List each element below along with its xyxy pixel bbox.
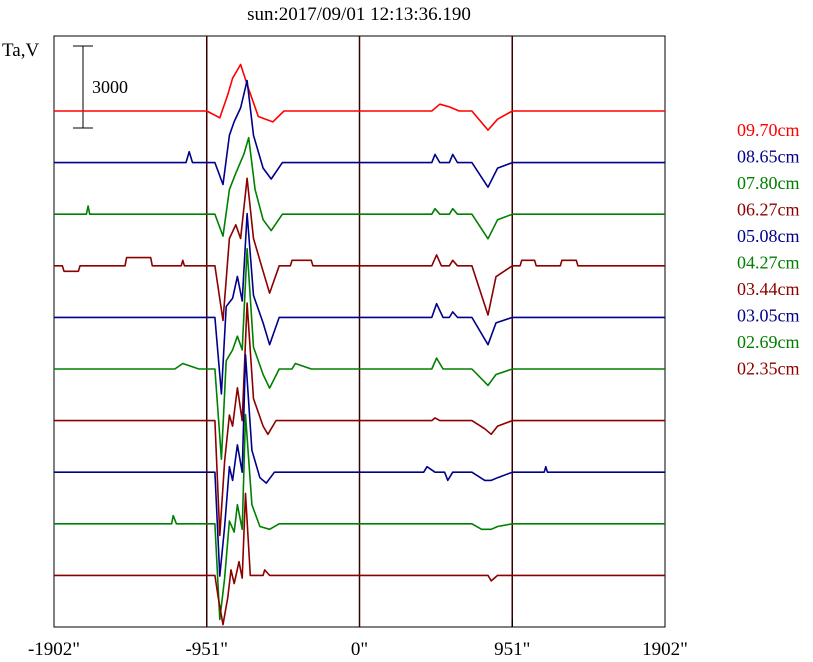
legend-entry-03.44cm: 03.44cm (737, 279, 800, 299)
legend-entry-02.69cm: 02.69cm (737, 332, 800, 352)
scale-bar-label: 3000 (92, 77, 128, 97)
scale-bar: 3000 (73, 45, 128, 129)
series-group (54, 63, 665, 626)
legend-entry-07.80cm: 07.80cm (737, 173, 800, 193)
legend-entry-02.35cm: 02.35cm (737, 359, 800, 379)
series-line-05.08cm (54, 212, 665, 395)
x-tick-label-2: 0" (351, 639, 368, 660)
series-line-03.44cm (54, 302, 665, 537)
legend-entry-03.05cm: 03.05cm (737, 306, 800, 326)
y-axis-label: Ta,V (2, 40, 39, 61)
series-line-02.69cm (54, 413, 665, 621)
series-line-08.65cm (54, 79, 665, 188)
legend-entry-04.27cm: 04.27cm (737, 253, 800, 273)
series-line-07.80cm (54, 136, 665, 240)
series-line-04.27cm (54, 247, 665, 460)
legend-entry-05.08cm: 05.08cm (737, 226, 800, 246)
series-line-02.35cm (54, 492, 665, 626)
x-tick-label-3: 951" (494, 639, 530, 660)
series-line-09.70cm (54, 63, 665, 131)
x-tick-label-0: -1902" (28, 639, 80, 660)
chart-title: sun:2017/09/01 12:13:36.190 (247, 4, 471, 25)
legend: 09.70cm 08.65cm 07.80cm 06.27cm 05.08cm 04.27… (737, 120, 800, 379)
series-line-06.27cm (54, 177, 665, 322)
legend-entry-09.70cm: 09.70cm (737, 120, 800, 140)
x-tick-label-1: -951" (185, 639, 228, 660)
x-tick-label-4: 1902" (642, 639, 688, 660)
vertical-markers (206, 36, 513, 627)
legend-entry-06.27cm: 06.27cm (737, 200, 800, 220)
x-tick-labels: -1902" -951" 0" 951" 1902" (28, 619, 688, 660)
legend-entry-08.65cm: 08.65cm (737, 147, 800, 167)
series-line-03.05cm (54, 353, 665, 577)
